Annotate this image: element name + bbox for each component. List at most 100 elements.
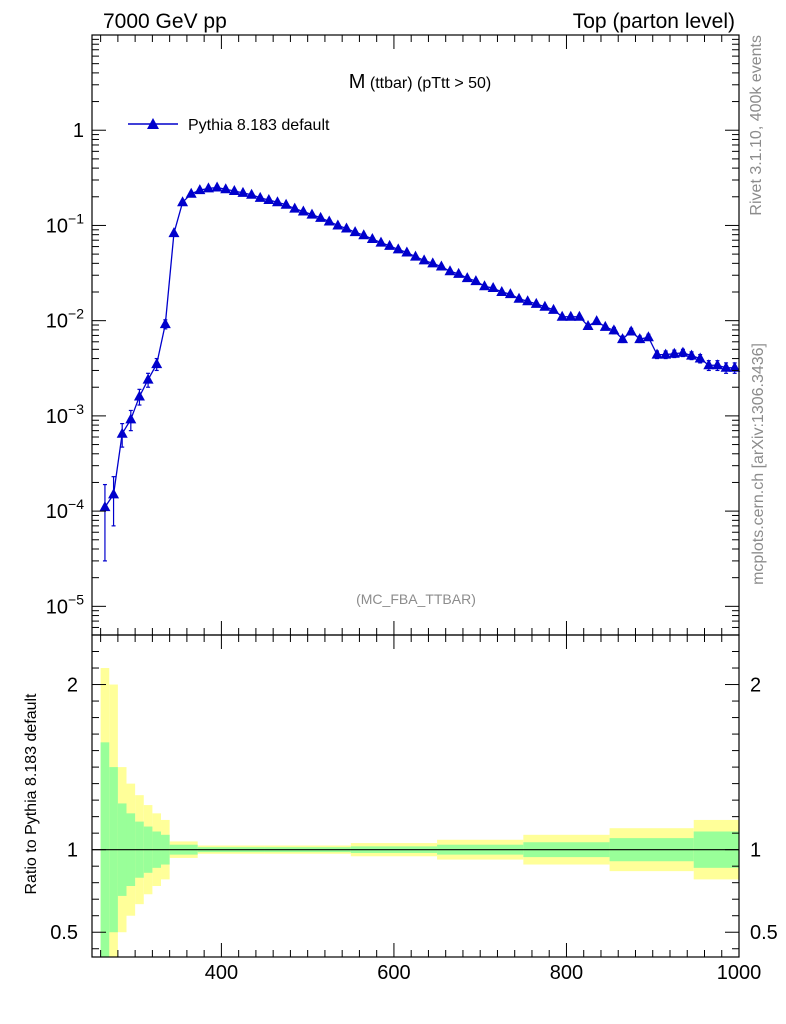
data-point bbox=[548, 303, 560, 314]
data-point bbox=[677, 346, 689, 357]
data-point bbox=[99, 501, 111, 512]
data-point bbox=[522, 295, 534, 306]
data-point bbox=[582, 319, 594, 330]
y-tick-label: 10−1 bbox=[46, 210, 84, 237]
data-point bbox=[340, 222, 352, 233]
data-point bbox=[392, 243, 404, 254]
y-tick-label-right: 2 bbox=[750, 675, 761, 697]
data-point bbox=[660, 348, 672, 359]
analysis-tag: (MC_FBA_TTBAR) bbox=[356, 591, 476, 607]
data-point bbox=[608, 324, 620, 335]
data-point bbox=[470, 275, 482, 286]
data-point bbox=[599, 320, 611, 331]
data-point bbox=[202, 182, 214, 193]
data-point bbox=[349, 226, 361, 237]
y-tick-label: 10−3 bbox=[46, 401, 84, 428]
data-point bbox=[617, 333, 629, 344]
data-point bbox=[479, 280, 491, 291]
data-point bbox=[668, 347, 680, 358]
data-point bbox=[159, 318, 171, 329]
data-point bbox=[694, 352, 706, 363]
data-point bbox=[315, 211, 327, 222]
data-point bbox=[271, 196, 283, 207]
data-point bbox=[720, 361, 732, 372]
data-point bbox=[444, 265, 456, 276]
ratio-panel: 400 600 800 1000 0.5 0.5 1 1 2 2 bbox=[50, 634, 778, 984]
data-point bbox=[151, 358, 163, 369]
data-point bbox=[565, 310, 577, 321]
data-point bbox=[427, 257, 439, 268]
data-point bbox=[366, 233, 378, 244]
y-tick-label: 2 bbox=[67, 675, 78, 697]
data-point bbox=[194, 184, 206, 195]
data-point bbox=[573, 310, 585, 321]
data-point bbox=[504, 288, 516, 299]
x-tick-label: 600 bbox=[377, 962, 410, 984]
data-point bbox=[711, 359, 723, 370]
header-left-label: 7000 GeV pp bbox=[103, 10, 227, 33]
ratio-axes: 400 600 800 1000 0.5 0.5 1 1 2 2 bbox=[50, 635, 778, 984]
data-point bbox=[496, 286, 508, 297]
data-point bbox=[280, 198, 292, 209]
header-right-label: Top (parton level) bbox=[573, 10, 735, 33]
data-point bbox=[263, 194, 275, 205]
x-tick-label: 800 bbox=[550, 962, 583, 984]
data-point bbox=[625, 325, 637, 336]
data-point bbox=[323, 215, 335, 226]
data-point bbox=[556, 310, 568, 321]
data-point bbox=[703, 359, 715, 370]
data-point bbox=[591, 315, 603, 326]
legend: Pythia 8.183 default bbox=[128, 117, 330, 134]
data-point bbox=[306, 208, 318, 219]
data-point bbox=[375, 236, 387, 247]
plot-title: M (ttbar) (pTtt > 50) bbox=[349, 71, 491, 93]
data-point bbox=[461, 272, 473, 283]
data-point bbox=[401, 246, 413, 257]
y-tick-label: 0.5 bbox=[50, 922, 78, 944]
ratio-bands bbox=[100, 668, 739, 957]
data-point bbox=[453, 267, 465, 278]
plot-title-sub: (ttbar) (pTtt > 50) bbox=[365, 75, 491, 92]
data-point bbox=[487, 282, 499, 293]
data-point bbox=[220, 183, 232, 194]
data-point bbox=[254, 191, 266, 202]
data-point bbox=[297, 205, 309, 216]
y-tick-label: 1 bbox=[73, 120, 84, 142]
y-tick-label: 10−2 bbox=[46, 306, 84, 333]
data-point bbox=[168, 227, 180, 238]
data-point bbox=[228, 185, 240, 196]
data-point bbox=[530, 297, 542, 308]
ratio-ylabel: Ratio to Pythia 8.183 default bbox=[23, 693, 40, 895]
data-point bbox=[133, 390, 145, 401]
data-point bbox=[332, 219, 344, 230]
data-point bbox=[177, 196, 189, 207]
data-point bbox=[211, 181, 223, 192]
data-point bbox=[384, 239, 396, 250]
y-tick-label-right: 0.5 bbox=[750, 922, 778, 944]
data-point bbox=[246, 188, 258, 199]
y-tick-label: 10−4 bbox=[46, 496, 84, 523]
data-point bbox=[358, 229, 370, 240]
main-axes: 1 10−1 10−2 10−3 10−4 10−5 bbox=[46, 34, 740, 635]
rivet-version-label: Rivet 3.1.10, 400k events bbox=[748, 35, 765, 216]
data-point bbox=[651, 348, 663, 359]
data-point bbox=[642, 331, 654, 342]
x-tick-label: 1000 bbox=[717, 962, 762, 984]
data-point bbox=[108, 488, 120, 499]
data-point bbox=[634, 333, 646, 344]
data-point bbox=[418, 254, 430, 265]
data-point bbox=[410, 250, 421, 261]
data-point bbox=[289, 202, 301, 213]
data-point bbox=[686, 349, 698, 360]
data-point bbox=[435, 260, 447, 271]
data-point bbox=[513, 292, 525, 303]
series-pythia bbox=[99, 181, 741, 562]
plot-title-main: M bbox=[349, 71, 366, 93]
series-line bbox=[104, 186, 735, 508]
data-point bbox=[125, 413, 137, 424]
data-point bbox=[729, 361, 741, 372]
data-point bbox=[142, 373, 154, 384]
y-tick-label: 10−5 bbox=[46, 591, 84, 618]
data-point bbox=[539, 300, 551, 311]
